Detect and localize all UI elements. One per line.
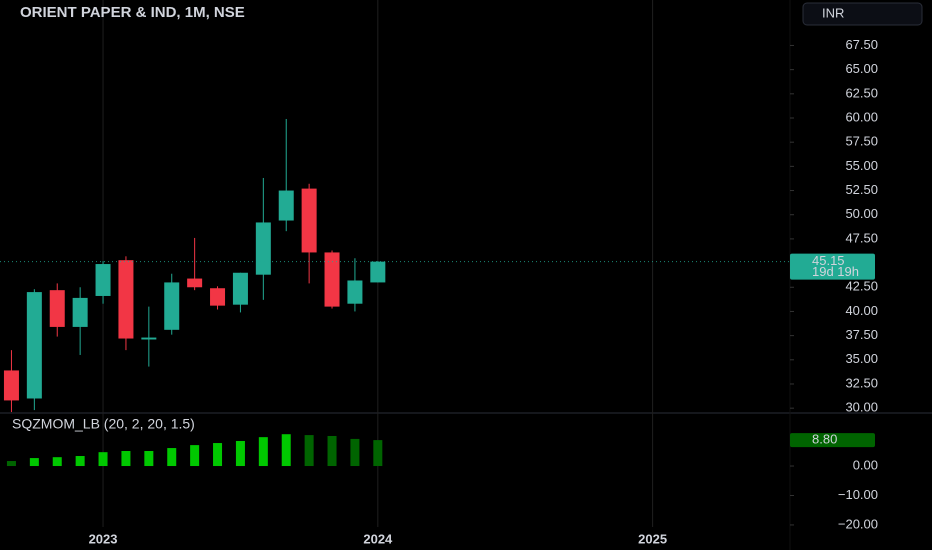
candle-body [370, 261, 386, 283]
chart-title: ORIENT PAPER & IND, 1M, NSE [20, 4, 245, 21]
y-tick-label: −10.00 [838, 487, 878, 502]
y-tick-label: 35.00 [845, 351, 878, 366]
y-tick-label: 65.00 [845, 61, 878, 76]
candle-body [141, 337, 157, 340]
bar [258, 437, 268, 467]
currency[interactable]: INR [822, 5, 844, 20]
candle-body [278, 190, 294, 221]
y-tick-label: 32.50 [845, 375, 878, 390]
x-tick-label: 2025 [638, 531, 667, 546]
y-tick-label: 0.00 [853, 457, 878, 472]
bar [213, 443, 223, 467]
candle-body [118, 260, 134, 339]
bar [144, 451, 154, 467]
candle-body [26, 292, 42, 399]
bar [235, 440, 245, 467]
bar [75, 456, 85, 467]
candle-body [255, 222, 271, 275]
bar [98, 452, 108, 467]
y-tick-label: 57.50 [845, 134, 878, 149]
bar [6, 461, 16, 467]
y-tick-label: −20.00 [838, 516, 878, 531]
bar [190, 445, 200, 467]
bar [281, 434, 291, 467]
last-value-box [790, 433, 875, 448]
y-tick-label: 42.50 [845, 279, 878, 294]
last-value-label: 8.80 [812, 432, 837, 447]
bar [304, 435, 314, 467]
candle-body [95, 264, 111, 296]
x-tick-label: 2024 [363, 531, 393, 546]
x-tick-label: 2023 [89, 531, 118, 546]
y-tick-label: 50.00 [845, 206, 878, 221]
candle-body [187, 278, 203, 288]
last-price-box [790, 253, 875, 280]
y-tick-label: 47.50 [845, 230, 878, 245]
bar [121, 451, 131, 467]
candle-body [324, 252, 340, 307]
y-tick-label: 40.00 [845, 303, 878, 318]
candle-body [3, 370, 19, 401]
y-tick-label: 67.50 [845, 37, 878, 52]
last-price-label: 45.15 [812, 253, 845, 268]
bar [167, 448, 177, 467]
y-tick-label: 60.00 [845, 109, 878, 124]
bar [373, 440, 383, 467]
plot: 2023 2024 2025 30.00 32.50 35.00 37.50 40.00 42.… [0, 0, 878, 546]
candle-body [347, 280, 363, 304]
candle-body [49, 290, 65, 327]
y-tick-label: 37.50 [845, 327, 878, 342]
y-tick-label: 62.50 [845, 85, 878, 100]
y-tick-label: 55.00 [845, 158, 878, 173]
candle-body [72, 297, 88, 327]
y-tick-label: 30.00 [845, 400, 878, 415]
bar [350, 438, 360, 467]
candle-body [301, 188, 317, 253]
currency-button[interactable] [802, 2, 923, 26]
y-tick-label: 52.50 [845, 182, 878, 197]
indicator-title: SQZMOM_LB (20, 2, 20, 1.5) [12, 416, 195, 432]
candle-body [210, 288, 226, 306]
bar [327, 435, 337, 467]
candle-body [164, 282, 180, 330]
candle-body [232, 272, 248, 305]
bar [29, 458, 39, 467]
countdown: 19d 19h [812, 264, 859, 279]
bar [52, 457, 62, 467]
